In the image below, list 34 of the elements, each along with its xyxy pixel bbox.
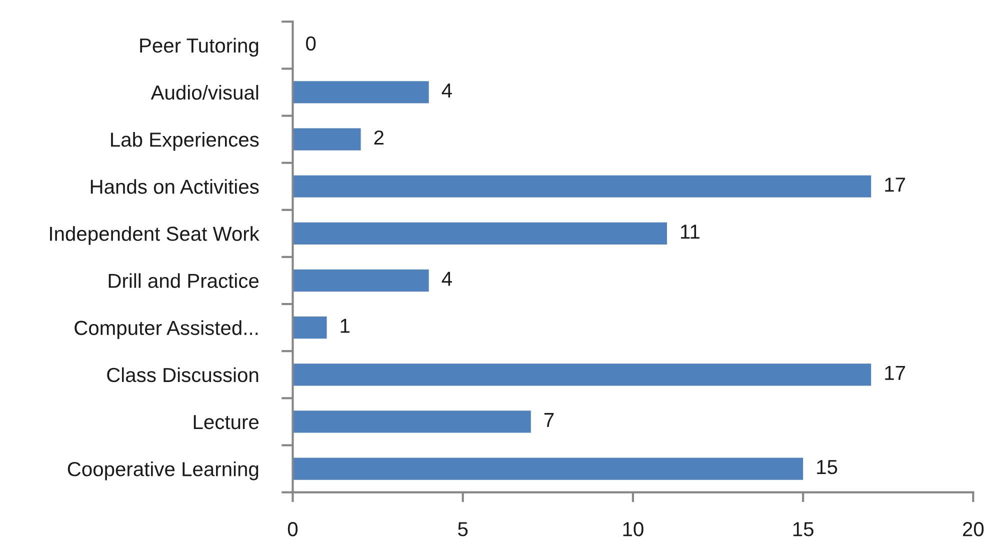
bar — [292, 410, 531, 433]
data-label: 11 — [681, 224, 700, 239]
x-tick-label: 0 — [288, 522, 298, 536]
data-label: 4 — [442, 272, 452, 286]
x-tick-label: 15 — [793, 522, 814, 536]
x-tick-label: 20 — [962, 522, 984, 536]
y-tick-label: Lecture — [194, 415, 259, 430]
bar — [292, 316, 327, 339]
data-label: 15 — [817, 460, 838, 474]
bar — [292, 364, 872, 386]
data-label: 7 — [544, 413, 554, 427]
data-label: 17 — [885, 366, 905, 380]
y-tick-label: Hands on Activities — [90, 179, 259, 194]
data-label: 2 — [374, 130, 384, 145]
data-label: 0 — [306, 36, 316, 51]
x-tick-label: 10 — [623, 522, 644, 536]
bar — [292, 175, 872, 198]
y-tick-label: Peer Tutoring — [140, 38, 258, 57]
bar — [292, 222, 667, 244]
data-label: 17 — [885, 178, 905, 192]
y-tick-label: Lab Experiences — [111, 132, 259, 151]
y-tick-label: Independent Seat Work — [50, 226, 260, 245]
y-tick-label: Audio/visual — [150, 84, 258, 100]
y-tick-label: Drill and Practice — [108, 273, 259, 288]
x-tick-label: 5 — [458, 522, 468, 536]
bar — [292, 269, 429, 292]
bar — [292, 458, 804, 480]
y-tick-label: Cooperative Learning — [68, 461, 258, 480]
data-label: 4 — [442, 84, 452, 98]
bar — [292, 81, 429, 104]
data-label: 1 — [340, 318, 350, 333]
bar — [292, 128, 361, 150]
y-tick-label: Class Discussion — [107, 367, 258, 382]
y-tick-label: Computer Assisted... — [74, 320, 258, 340]
